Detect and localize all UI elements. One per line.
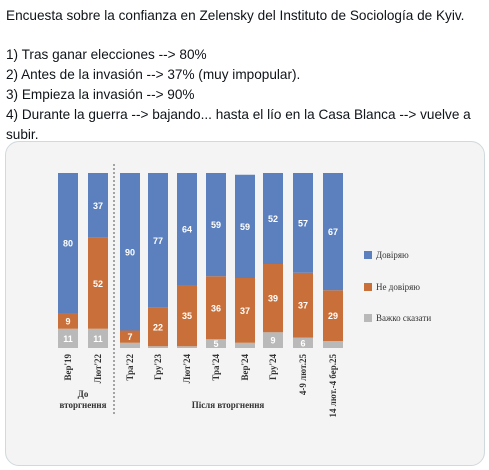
chart-image-card[interactable]: 11 9 80 Вер'19 11 52 37 Лют'22 7 90 Тра'22 22 77 Гру'…: [5, 141, 485, 466]
data-label: 11: [93, 334, 103, 344]
bar-segment: [323, 341, 343, 348]
data-label: 59: [240, 222, 250, 232]
legend-label: Важко сказати: [376, 313, 431, 323]
data-label: 35: [182, 311, 192, 321]
bar-segment: [120, 342, 140, 348]
tweet-line-3: 3) Empieza la invasión --> 90%: [6, 87, 195, 102]
data-label: 9: [65, 316, 70, 326]
bar-segment: [263, 264, 283, 333]
group-label-after: Після вторгнення: [192, 400, 265, 410]
data-label: 80: [63, 239, 73, 249]
bar-segment: [148, 307, 168, 347]
tweet-line-4: 4) Durante la guerra --> bajando... hast…: [6, 107, 471, 142]
category-label: Тра'24: [211, 354, 221, 381]
bar-segment: [88, 173, 108, 238]
data-label: 11: [63, 334, 73, 344]
data-label: 59: [211, 220, 221, 230]
data-label: 37: [240, 306, 250, 316]
data-label: 90: [125, 247, 135, 257]
legend-swatch: [364, 283, 372, 291]
bar-segment: [235, 342, 255, 348]
bar-segment: [323, 173, 343, 291]
bar-segment: [58, 328, 78, 348]
category-label: 14 лют.-4 бер.25: [328, 354, 338, 418]
data-label: 39: [268, 294, 278, 304]
data-label: 36: [211, 303, 221, 313]
tweet-text: Encuesta sobre la confianza en Zelensky …: [6, 6, 484, 145]
bar-segment: [58, 173, 78, 313]
category-label: Вер'24: [240, 354, 250, 381]
bar-segment: [323, 290, 343, 341]
category-label: Гру'23: [153, 354, 163, 381]
data-label: 9: [270, 336, 275, 346]
bar-segment: [206, 173, 226, 277]
bar-segment: [293, 337, 313, 348]
bar-segment: [263, 332, 283, 348]
data-label: 6: [300, 338, 305, 348]
data-label: 29: [328, 311, 338, 321]
bar-segment: [206, 339, 226, 348]
bar-segment: [177, 346, 197, 348]
legend-swatch: [364, 314, 372, 322]
data-label: 37: [298, 301, 308, 311]
bar-segment: [293, 173, 313, 273]
tweet-line-2: 2) Antes de la invasión --> 37% (muy imp…: [6, 67, 301, 82]
bar-segment: [177, 285, 197, 347]
category-label: Вер'19: [63, 354, 73, 381]
category-label: 4-9 лют.25: [298, 354, 308, 396]
bar-segment: [120, 173, 140, 331]
data-label: 22: [153, 323, 163, 333]
bar-segment: [58, 313, 78, 329]
bar-segment: [206, 276, 226, 340]
legend-swatch: [364, 251, 372, 259]
data-label: 64: [182, 225, 192, 235]
category-label: Лют'24: [182, 354, 192, 384]
data-label: 5: [213, 339, 218, 349]
bar-segment: [235, 278, 255, 343]
category-label: Гру'24: [268, 354, 278, 381]
stacked-bar-chart: 11 9 80 Вер'19 11 52 37 Лют'22 7 90 Тра'22 22 77 Гру'…: [58, 164, 431, 418]
bar-segment: [293, 272, 313, 338]
bar-segment: [177, 173, 197, 285]
bar-segment: [263, 173, 283, 264]
data-label: 52: [93, 279, 103, 289]
bar-segment: [88, 237, 108, 329]
category-label: Лют'22: [93, 354, 103, 384]
data-label: 67: [328, 227, 338, 237]
tweet-line-1: 1) Tras ganar elecciones --> 80%: [6, 47, 207, 62]
legend-label: Не довіряю: [376, 282, 420, 292]
group-label-before-line2: вторгнення: [60, 400, 107, 410]
data-label: 7: [127, 332, 132, 342]
bar-segment: [120, 330, 140, 343]
data-label: 37: [93, 201, 103, 211]
data-label: 77: [153, 236, 163, 246]
bar-segment: [148, 173, 168, 308]
bar-segment: [148, 346, 168, 348]
tweet-title: Encuesta sobre la confianza en Zelensky …: [6, 8, 465, 23]
category-label: Тра'22: [125, 354, 135, 381]
group-label-before: До: [78, 389, 89, 399]
data-label: 52: [268, 214, 278, 224]
bar-segment: [88, 328, 108, 348]
legend-label: Довіряю: [376, 250, 409, 260]
data-label: 57: [298, 218, 308, 228]
bar-segment: [235, 174, 255, 278]
